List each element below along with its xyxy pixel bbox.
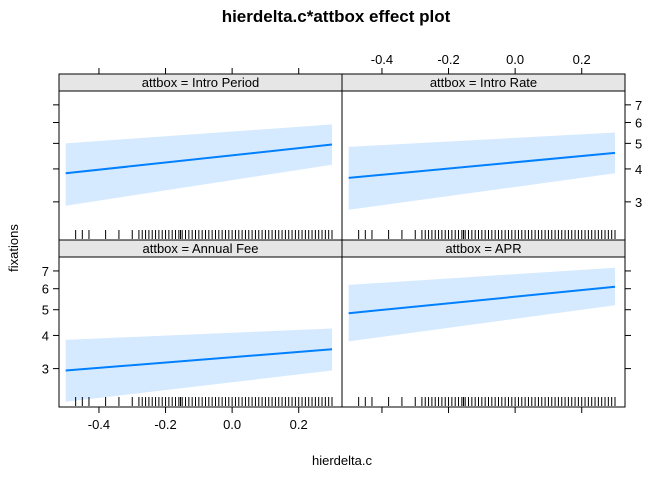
y-tick-label: 6 (635, 115, 642, 130)
y-tick-label: 5 (635, 136, 642, 151)
rug-1 (358, 230, 616, 239)
x-axis-title: hierdelta.c (312, 453, 372, 468)
y-tick-label: 4 (635, 162, 642, 177)
panels-group: attbox = Annual Fee attbox = APR attbox = … (42, 52, 642, 432)
y-tick-label: 7 (42, 264, 49, 279)
strip-label-3: attbox = APR (445, 241, 521, 256)
panel-frame-1 (341, 90, 626, 241)
x-tick-label: 0.2 (290, 417, 308, 432)
y-axis-title: fixations (6, 224, 21, 272)
x-tick-label: -0.4 (88, 417, 110, 432)
x-tick-label: -0.2 (154, 417, 176, 432)
y-tick-label: 5 (42, 303, 49, 318)
fit-line-2 (65, 348, 333, 372)
strip-label-1: attbox = Intro Rate (430, 75, 537, 90)
fit-line-0 (65, 143, 333, 175)
x-tick-label: 0.0 (506, 52, 524, 67)
confidence-band-2 (65, 328, 333, 402)
x-tick-label: -0.4 (371, 52, 393, 67)
rug-0 (75, 230, 333, 239)
x-tick-label: 0.2 (573, 52, 591, 67)
y-tick-label: 6 (42, 282, 49, 297)
y-tick-label: 3 (42, 362, 49, 377)
rug-3 (358, 397, 616, 406)
strip-label-0: attbox = Intro Period (142, 75, 259, 90)
fit-line-1 (348, 151, 616, 179)
fit-line-3 (348, 285, 616, 315)
y-tick-label: 7 (635, 98, 642, 113)
y-tick-label: 3 (635, 195, 642, 210)
confidence-band-0 (65, 124, 333, 206)
confidence-band-3 (348, 267, 616, 342)
y-tick-label: 4 (42, 328, 49, 343)
confidence-band-1 (348, 132, 616, 210)
rug-2 (75, 397, 333, 406)
chart-title: hierdelta.c*attbox effect plot (222, 7, 451, 26)
x-tick-label: -0.2 (437, 52, 459, 67)
panel-frame-3 (341, 256, 626, 408)
x-tick-label: 0.0 (223, 417, 241, 432)
strip-label-2: attbox = Annual Fee (142, 241, 258, 256)
